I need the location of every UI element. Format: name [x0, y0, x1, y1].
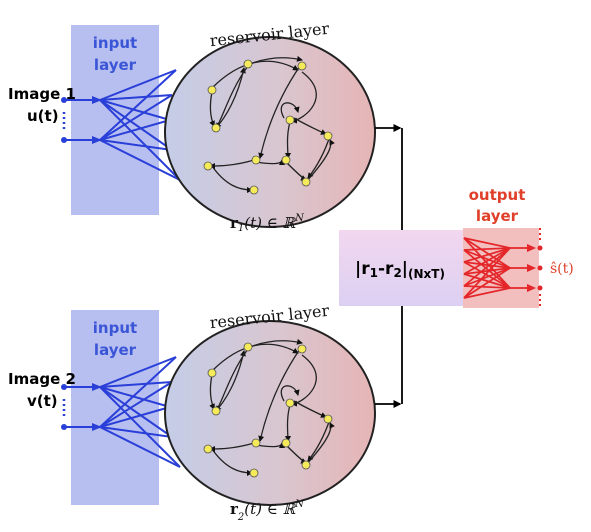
difference-sub1: 1 — [370, 266, 378, 280]
top-state-subscript: 1 — [238, 223, 244, 234]
top-input-dot — [61, 97, 67, 103]
top-state-formula: r1(t) ∈ ℝN — [230, 213, 305, 234]
bottom-input-label-line1: input — [93, 319, 137, 337]
bottom-state-formula: r2(t) ∈ ℝN — [230, 499, 305, 523]
reservoir-node — [211, 406, 221, 416]
reservoir-node — [285, 115, 295, 125]
difference-sub2: 2 — [393, 266, 401, 280]
top-input-connections — [64, 69, 181, 181]
reservoir-node — [211, 123, 221, 133]
top-input-dot — [61, 137, 67, 143]
top-signal-label: u(t) — [27, 107, 59, 125]
difference-dims: (NxT) — [408, 267, 445, 281]
bottom-input-panel — [71, 310, 159, 505]
top-image-label: Image 1 — [8, 85, 76, 103]
svg-text:r2(t) ∈ ℝN: r2(t) ∈ ℝN — [230, 499, 305, 523]
bottom-state-exponent: N — [294, 499, 305, 510]
difference-main: |r — [355, 259, 370, 279]
output-signal-label: ŝ(t) — [550, 261, 574, 277]
difference-box: |r1-r2|(NxT) — [339, 230, 463, 306]
output-label-line1: output — [469, 186, 526, 204]
bottom-reservoir — [164, 320, 376, 506]
reservoir-node — [285, 398, 295, 408]
difference-formula: |r1-r2|(NxT) — [355, 259, 445, 281]
reservoir-node — [249, 185, 259, 195]
bottom-input-dot — [61, 384, 67, 390]
output-dot — [537, 285, 543, 291]
output-connections — [463, 237, 536, 299]
top-reservoir-nodes — [203, 59, 333, 195]
top-input-label-line2: layer — [94, 56, 137, 74]
top-network: input layer Image 1 u(t) — [8, 19, 376, 234]
top-state-rest: (t) ∈ ℝ — [244, 214, 296, 232]
bottom-input-label-line2: layer — [94, 341, 137, 359]
reservoir-node — [281, 438, 291, 448]
bottom-signal-label: v(t) — [27, 392, 58, 410]
top-input-panel — [71, 25, 159, 215]
reservoir-node — [323, 414, 333, 424]
reservoir-node — [249, 468, 259, 478]
reservoir-node — [243, 342, 253, 352]
output-label-line2: layer — [476, 207, 519, 225]
output-dot — [537, 245, 543, 251]
reservoir-node — [297, 344, 307, 354]
top-reservoir — [164, 36, 376, 228]
reservoir-node — [281, 155, 291, 165]
reservoir-node — [203, 161, 213, 171]
svg-text:r1(t) ∈ ℝN: r1(t) ∈ ℝN — [230, 213, 305, 234]
bottom-input-connections — [64, 356, 181, 468]
bottom-network: input layer Image 2 v(t) — [8, 301, 376, 523]
top-state-symbol: r — [230, 214, 239, 232]
bottom-input-dot — [61, 424, 67, 430]
difference-box-bg — [339, 230, 463, 306]
reservoir-node — [251, 438, 261, 448]
bottom-state-symbol: r — [230, 500, 239, 518]
output-layer: output layer — [463, 186, 574, 308]
reservoir-node — [251, 155, 261, 165]
bottom-state-rest: (t) ∈ ℝ — [244, 500, 296, 518]
reservoir-node — [203, 444, 213, 454]
reservoir-node — [207, 85, 217, 95]
reservoir-node — [323, 131, 333, 141]
top-input-label-line1: input — [93, 34, 137, 52]
reservoir-node — [207, 368, 217, 378]
reservoir-node — [243, 59, 253, 69]
bottom-image-label: Image 2 — [8, 370, 76, 388]
bottom-reservoir-nodes — [203, 342, 333, 478]
reservoir-node — [297, 61, 307, 71]
reservoir-node — [301, 460, 311, 470]
reservoir-node — [301, 177, 311, 187]
difference-bar: | — [402, 259, 408, 279]
bottom-state-subscript: 2 — [237, 512, 244, 523]
top-state-exponent: N — [294, 213, 305, 224]
bottom-reservoir-connections — [209, 338, 335, 476]
output-dot — [537, 265, 543, 271]
difference-mid: -r — [378, 259, 394, 279]
